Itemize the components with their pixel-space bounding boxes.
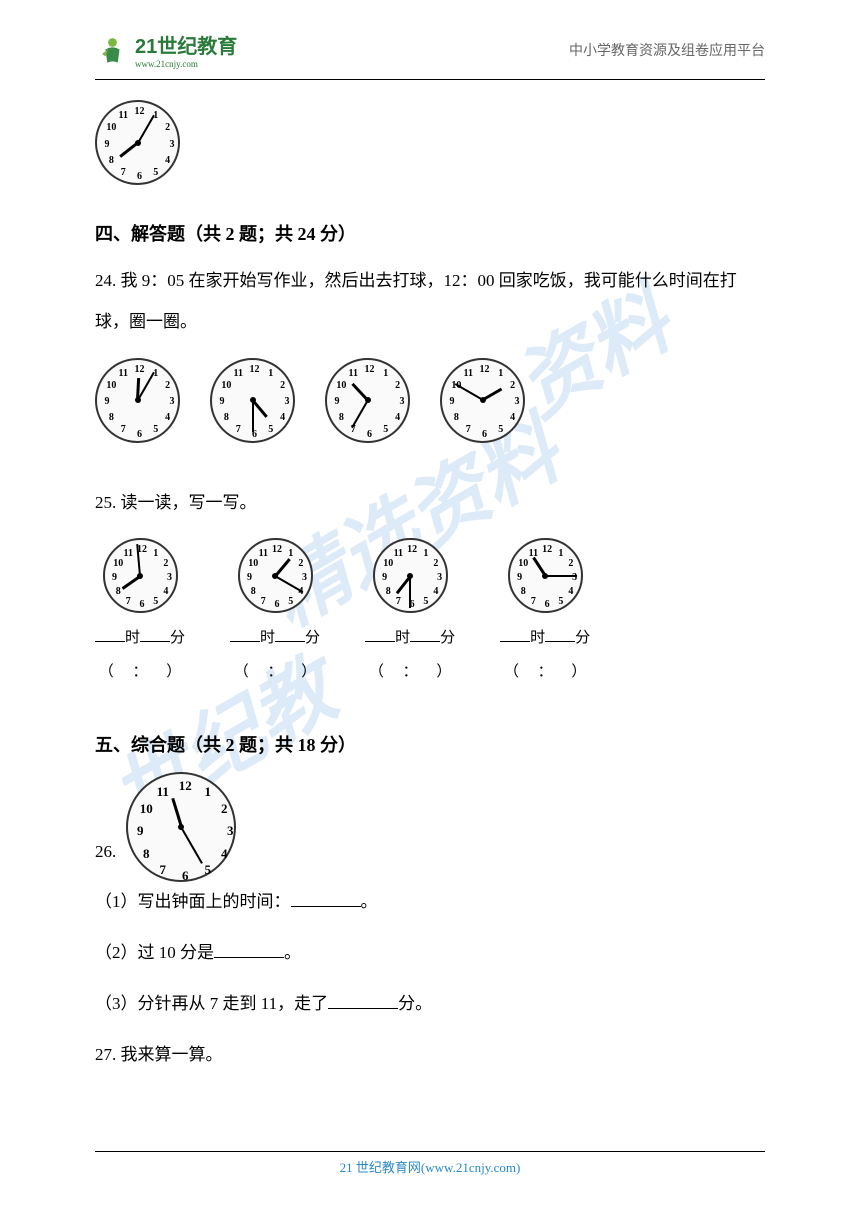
section-5-title: 五、综合题（共 2 题；共 18 分） [95,731,765,757]
q26-part2: （2）过 10 分是 。 [95,933,765,974]
header-tagline: 中小学教育资源及组卷应用平台 [569,40,765,60]
logo-text: 21世纪教育 [135,30,237,59]
clock: 121234567891011 [508,538,583,613]
q25-text: 25. 读一读，写一写。 [95,483,765,524]
content-area: 121234567891011 四、解答题（共 2 题；共 24 分） 24. … [0,80,860,1106]
page-header: 21世纪教育 www.21cnjy.com 中小学教育资源及组卷应用平台 [95,0,765,80]
page-footer: 21 世纪教育网(www.21cnjy.com) [95,1151,765,1176]
clock-answer-group: 121234567891011时分（ ： ） [365,538,455,681]
q26-p3-before: （3）分针再从 7 走到 11，走了 [95,994,328,1013]
q26-p3-after: 分。 [398,994,432,1013]
q24-clocks: 121234567891011 121234567891011 1212345678… [95,358,765,443]
q26-part1: （1）写出钟面上的时间： 。 [95,882,765,923]
q26-number: 26. [95,832,116,873]
q26-p1-before: （1）写出钟面上的时间： [95,892,291,911]
blank [214,942,284,958]
q26-clock: 121234567891011 [126,772,236,882]
q26-p1-after: 。 [361,892,378,911]
clock: 121234567891011 [238,538,313,613]
blank [291,891,361,907]
q26-row: 26. 121234567891011 [95,772,765,882]
logo: 21世纪教育 www.21cnjy.com [95,30,237,69]
clock-answer-group: 121234567891011时分（ ： ） [500,538,590,681]
logo-icon [95,32,130,67]
logo-url: www.21cnjy.com [135,59,237,69]
q25-clocks: 121234567891011时分（ ： ） 121234567891011时分（… [95,538,765,681]
q26-p2-before: （2）过 10 分是 [95,943,214,962]
clock-answer-group: 121234567891011时分（ ： ） [230,538,320,681]
clock-option[interactable]: 121234567891011 [95,358,180,443]
q26-p2-after: 。 [284,943,301,962]
q24-text: 24. 我 9：05 在家开始写作业，然后出去打球，12：00 回家吃饭，我可能… [95,261,765,343]
top-clock: 121234567891011 [95,100,180,185]
clock-option[interactable]: 121234567891011 [440,358,525,443]
blank [328,993,398,1009]
q27-text: 27. 我来算一算。 [95,1035,765,1076]
clock-option[interactable]: 121234567891011 [325,358,410,443]
q26-part3: （3）分针再从 7 走到 11，走了 分。 [95,984,765,1025]
clock: 121234567891011 [373,538,448,613]
clock-option[interactable]: 121234567891011 [210,358,295,443]
clock: 121234567891011 [103,538,178,613]
section-4-title: 四、解答题（共 2 题；共 24 分） [95,220,765,246]
clock-answer-group: 121234567891011时分（ ： ） [95,538,185,681]
